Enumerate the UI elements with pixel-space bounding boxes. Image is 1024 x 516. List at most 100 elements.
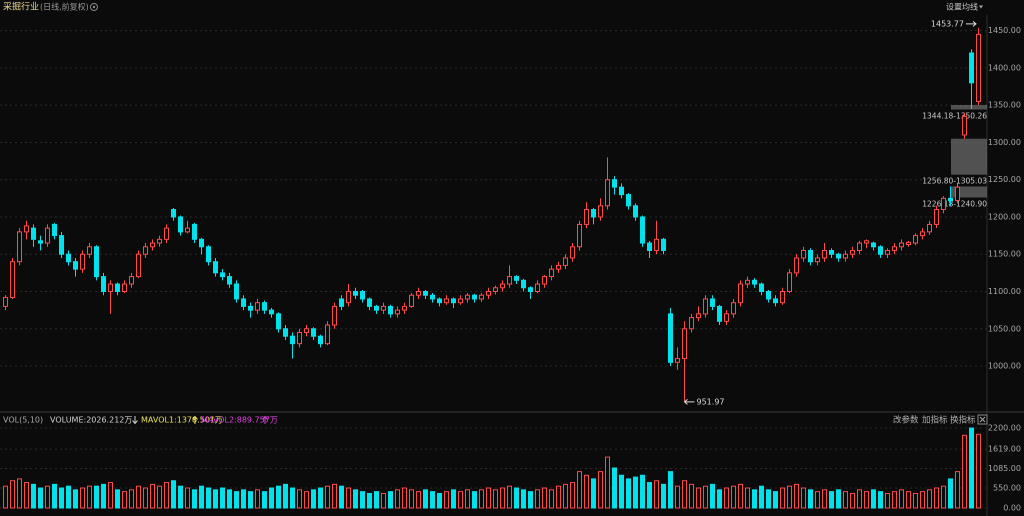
volume-bar: [696, 487, 701, 509]
candle-body: [10, 261, 15, 298]
candle-body: [878, 246, 883, 255]
volume-bar: [122, 491, 127, 509]
candle-body: [738, 283, 743, 304]
volume-bar: [290, 487, 295, 509]
candle-body: [52, 223, 57, 237]
volume-bar: [850, 492, 855, 509]
candle-body: [122, 283, 127, 293]
volume-bar: [143, 487, 148, 509]
volume-bar: [213, 489, 218, 509]
candle-body: [486, 291, 491, 296]
dropdown-arrow: [979, 5, 983, 9]
volume-bar: [766, 489, 771, 509]
candle-body: [934, 209, 939, 225]
volume-bar: [374, 491, 379, 509]
volume-bar: [129, 489, 134, 509]
candle-body: [80, 253, 85, 270]
candle-body: [472, 294, 477, 300]
volume-bar: [577, 471, 582, 509]
volume-bar: [451, 489, 456, 509]
candle-body: [227, 276, 232, 285]
candle-body: [367, 298, 372, 307]
volume-bar: [913, 492, 918, 509]
candle-body: [682, 328, 687, 360]
volume-bar: [976, 433, 981, 509]
y-tick-label: 1200.00: [988, 212, 1021, 221]
close-button[interactable]: [977, 414, 988, 425]
volume-bar: [227, 489, 232, 509]
down-arrow-icon: [132, 416, 138, 425]
add-indicator-button[interactable]: 加指标: [922, 415, 948, 426]
volume-bar: [619, 474, 624, 509]
volume-bar: [38, 487, 43, 509]
candle-body: [206, 246, 211, 263]
ma-settings-button[interactable]: 设置均线: [946, 2, 978, 12]
candle-body: [976, 33, 981, 102]
candle-body: [640, 216, 645, 244]
candle-body: [521, 279, 526, 289]
candle-body: [255, 302, 260, 311]
candle-body: [969, 52, 974, 84]
candle-body: [822, 250, 827, 259]
candle-body: [164, 227, 169, 240]
candle-body: [66, 253, 71, 263]
volume-bar: [920, 491, 925, 509]
volume-bar: [304, 491, 309, 509]
candle-body: [500, 283, 505, 289]
candle-body: [563, 257, 568, 266]
candle-body: [262, 302, 267, 311]
candle-body: [17, 231, 22, 263]
volume-bar: [682, 480, 687, 509]
candle-body: [619, 186, 624, 196]
volume-bar: [640, 474, 645, 509]
candle-body: [626, 194, 631, 207]
chip-range-label: 1226.18-1240.90: [922, 199, 987, 208]
candle-body: [304, 328, 309, 333]
volume-bar: [570, 482, 575, 509]
candle-body: [535, 283, 540, 293]
candle-body: [479, 294, 484, 300]
volume-bar: [339, 485, 344, 509]
candle-body: [437, 298, 442, 304]
candle-body: [731, 302, 736, 315]
y-tick-label: 1150.00: [988, 250, 1021, 259]
volume-bar: [717, 489, 722, 509]
volume-bar: [962, 434, 967, 509]
candle-body: [549, 268, 554, 278]
y-tick-label: 1450.00: [988, 26, 1021, 35]
candle-body: [556, 264, 561, 270]
candle-body: [605, 179, 610, 207]
volume-bar: [759, 485, 764, 509]
volume-bar: [500, 487, 505, 509]
volume-bar: [514, 487, 519, 509]
candle-body: [752, 279, 757, 285]
volume-bar: [430, 491, 435, 509]
volume-bar: [416, 491, 421, 509]
candle-body: [115, 283, 120, 293]
volume-bar: [423, 489, 428, 509]
candle-body: [178, 216, 183, 233]
edit-params-button[interactable]: 改参数: [893, 415, 919, 426]
volume-bar: [836, 489, 841, 509]
volume-bar: [808, 489, 813, 509]
candle-body: [283, 328, 288, 337]
volume-bar: [941, 485, 946, 509]
volume-bar: [528, 491, 533, 509]
volume-bar: [255, 489, 260, 509]
volume-bar: [794, 483, 799, 509]
candle-body: [794, 257, 799, 274]
switch-indicator-button[interactable]: 换指标: [950, 415, 976, 426]
volume-bar: [521, 489, 526, 509]
chip-range-label: 1256.80-1305.03: [922, 177, 987, 186]
volume-bar: [220, 487, 225, 509]
min-price-label: 951.97: [697, 397, 725, 406]
candle-body: [276, 313, 281, 330]
volume-bar: [395, 489, 400, 509]
max-arrow: [966, 20, 977, 27]
candle-body: [234, 283, 239, 300]
volume-bar: [815, 491, 820, 509]
volume-bar: [157, 485, 162, 509]
settings-icon[interactable]: [90, 3, 98, 11]
volume-tick-label: 2200.00: [988, 424, 1021, 433]
candle-body: [353, 291, 358, 296]
